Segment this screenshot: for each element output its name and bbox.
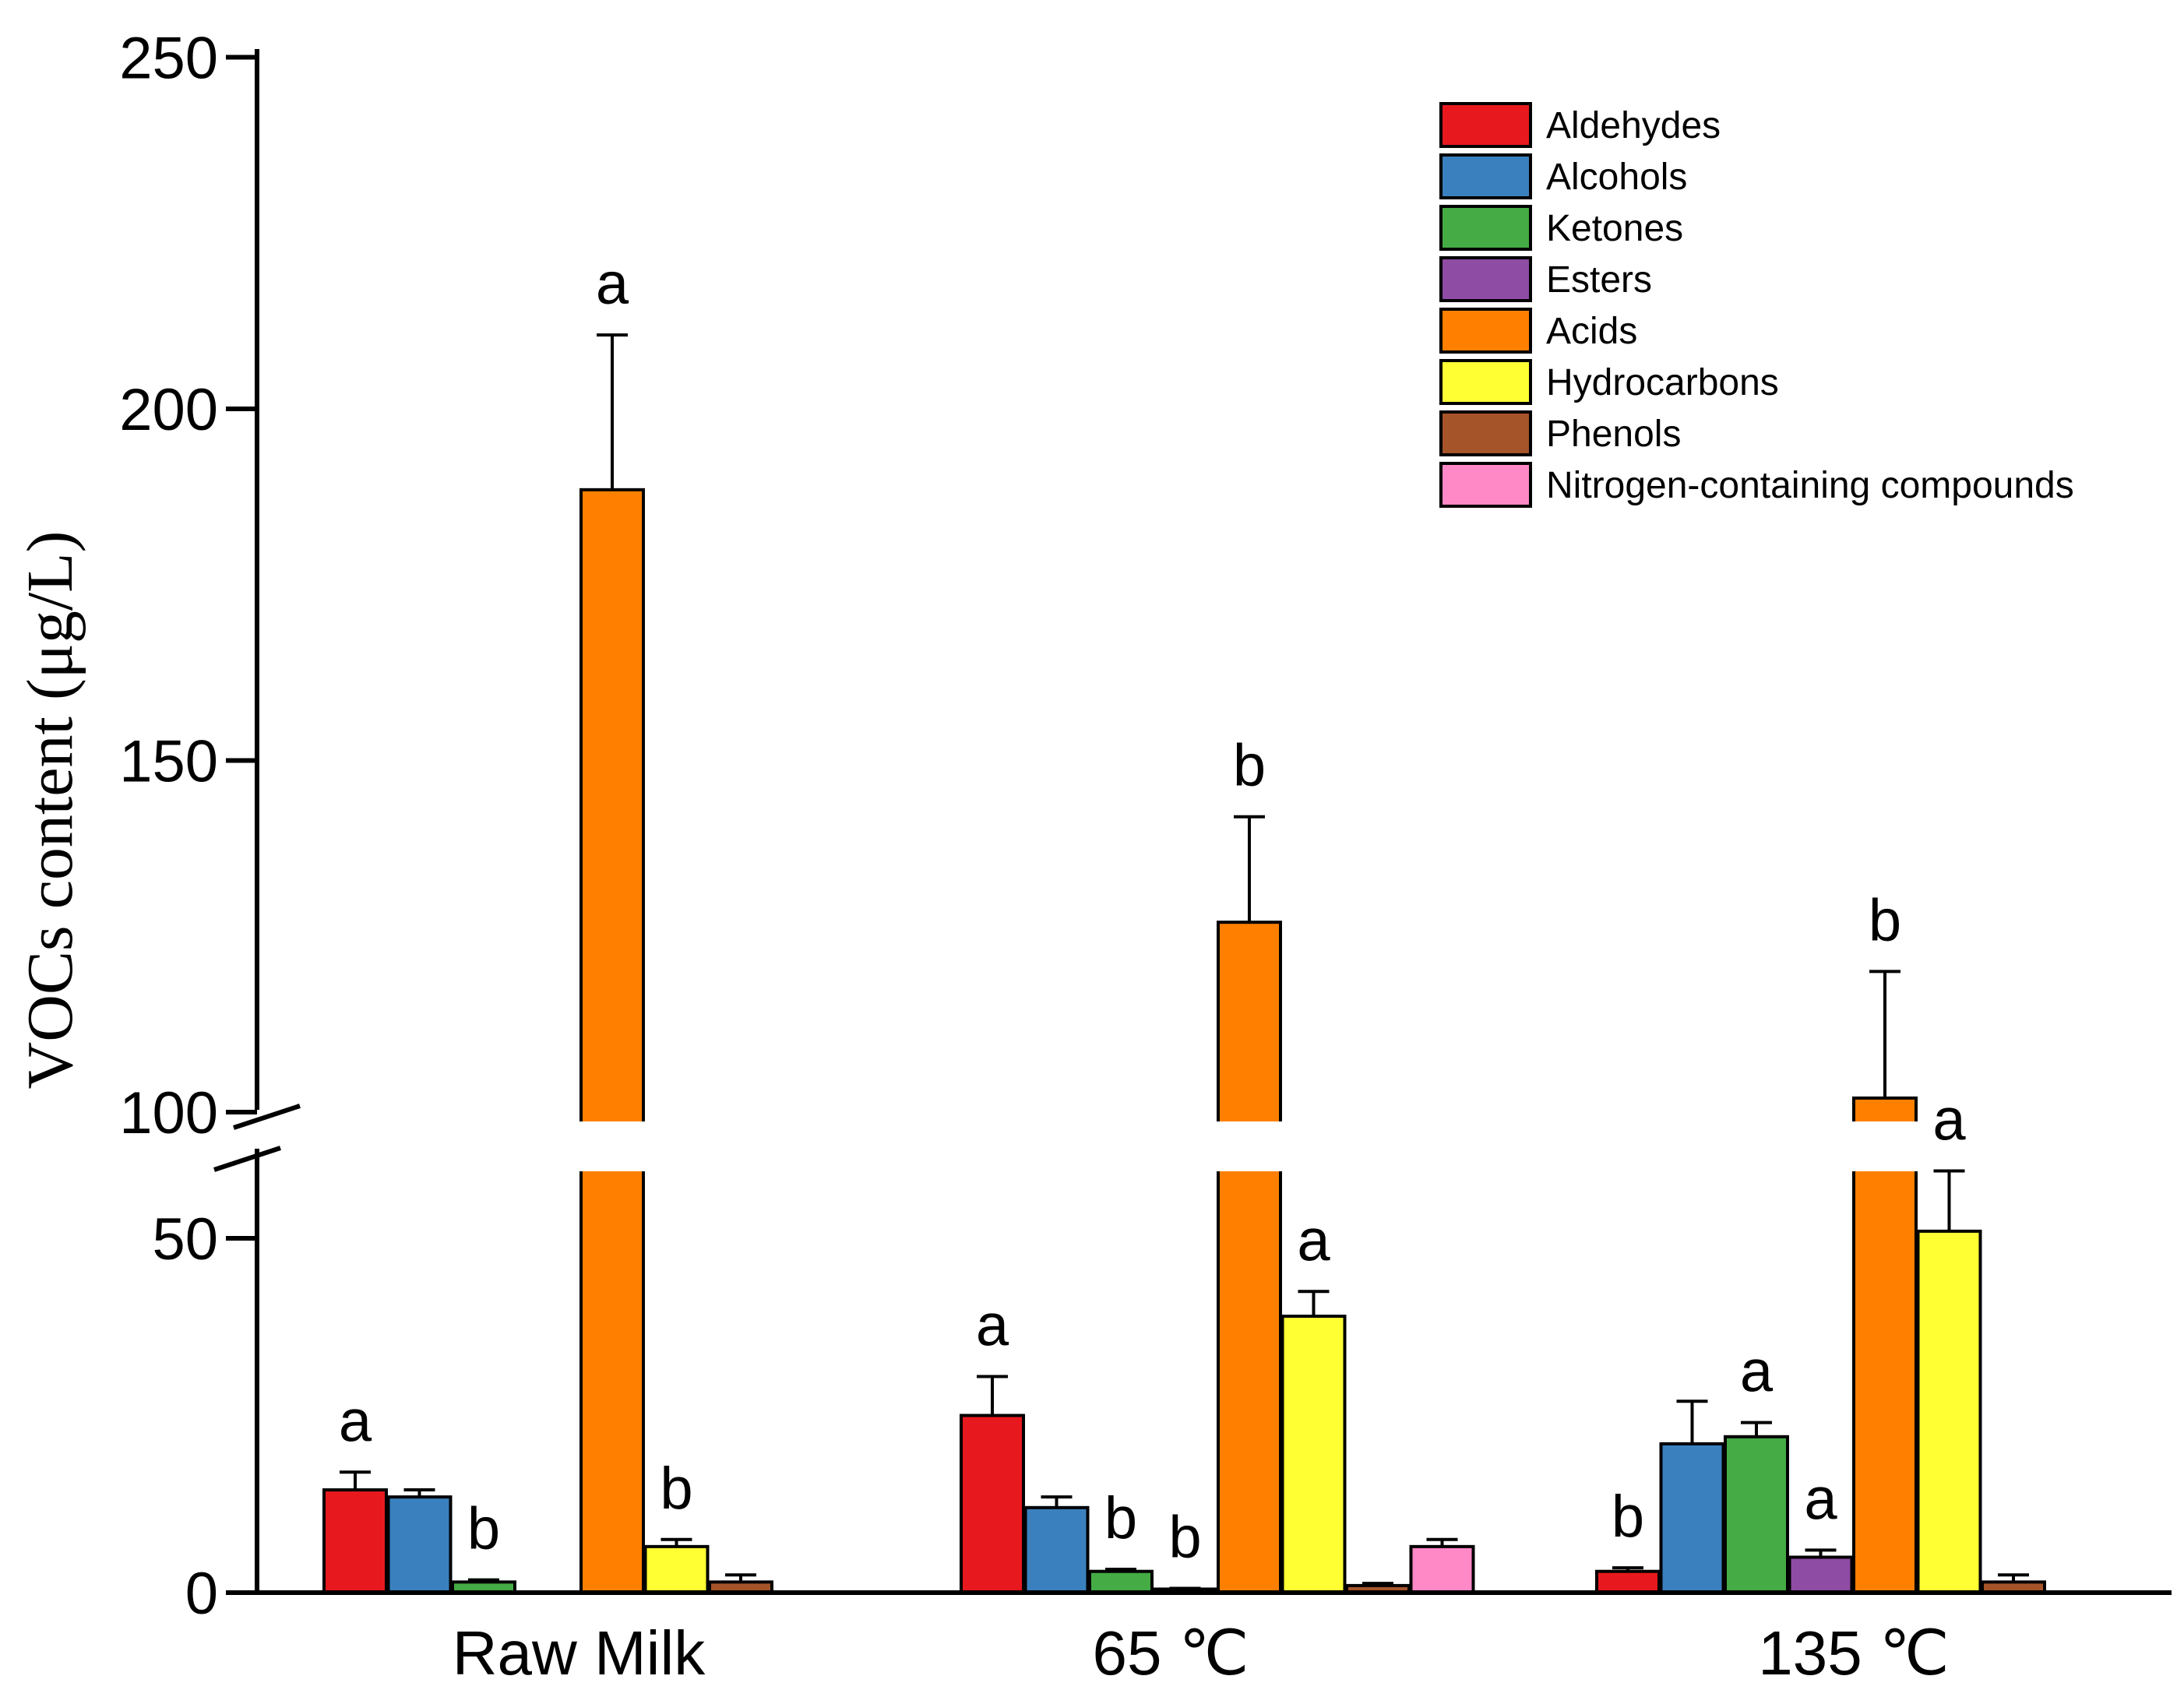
significance-label: a xyxy=(1740,1339,1774,1405)
axis-break-gap xyxy=(1851,1121,1918,1171)
legend-label: Ketones xyxy=(1546,208,1683,249)
significance-label: a xyxy=(1297,1207,1330,1273)
axis-break-gap xyxy=(579,1121,646,1171)
legend-label: Phenols xyxy=(1546,414,1681,455)
bar xyxy=(960,1414,1025,1594)
bar xyxy=(1409,1544,1475,1594)
legend: Aldehydes Alcohols Ketones Esters Acids Hydro… xyxy=(1439,102,2074,508)
bar xyxy=(1659,1442,1725,1595)
significance-label: b xyxy=(1104,1485,1137,1551)
significance-label: b xyxy=(1612,1484,1644,1550)
y-tick-label: 200 xyxy=(119,377,218,443)
bar xyxy=(1788,1555,1854,1594)
bar xyxy=(1852,1096,1918,1594)
bar xyxy=(643,1544,710,1594)
y-tick-label: 250 xyxy=(119,26,218,92)
bar xyxy=(579,488,645,1594)
x-category-label: 135 ℃ xyxy=(1758,1618,1950,1688)
legend-label: Hydrocarbons xyxy=(1546,362,1779,403)
y-tick-label: 150 xyxy=(119,729,218,795)
significance-label: a xyxy=(976,1292,1009,1358)
bar xyxy=(1217,921,1282,1594)
axis-break-gap xyxy=(1216,1121,1283,1171)
significance-label: a xyxy=(1804,1466,1837,1532)
x-category-label: 65 ℃ xyxy=(1092,1618,1249,1688)
axis-break-mark xyxy=(213,1146,281,1172)
y-axis-title: VOCs content (μg/L) xyxy=(14,531,86,1090)
legend-label: Nitrogen-containing compounds xyxy=(1546,465,2074,506)
significance-label: b xyxy=(1168,1505,1201,1571)
significance-label: b xyxy=(660,1456,692,1522)
bar xyxy=(1595,1569,1661,1594)
significance-label: a xyxy=(339,1388,372,1454)
bar xyxy=(386,1495,453,1595)
bar xyxy=(322,1488,388,1595)
legend-label: Aldehydes xyxy=(1546,105,1721,146)
bar xyxy=(1724,1435,1789,1595)
significance-label: b xyxy=(467,1496,500,1562)
legend-swatch xyxy=(1439,205,1532,251)
y-tick-label: 0 xyxy=(185,1561,218,1627)
legend-label: Alcohols xyxy=(1546,157,1687,198)
legend-swatch xyxy=(1439,153,1532,199)
legend-label: Acids xyxy=(1546,311,1637,352)
legend-swatch xyxy=(1439,359,1532,405)
significance-label: a xyxy=(596,251,629,317)
legend-swatch xyxy=(1439,102,1532,148)
significance-label: a xyxy=(1932,1087,1966,1153)
bar xyxy=(1023,1505,1090,1595)
y-tick-label: 100 xyxy=(119,1080,218,1146)
legend-swatch xyxy=(1439,308,1532,354)
legend-swatch xyxy=(1439,256,1532,302)
legend-swatch xyxy=(1439,410,1532,456)
significance-label: b xyxy=(1869,887,1901,953)
bar xyxy=(1088,1569,1154,1594)
y-tick-label: 50 xyxy=(152,1206,218,1273)
x-category-label: Raw Milk xyxy=(453,1618,706,1688)
axes-layer: 0 50 100 150 200 250 Raw Milk 65 ℃ 135 ℃ xyxy=(119,26,2172,1688)
axis-break-mark xyxy=(233,1104,301,1130)
legend-label: Esters xyxy=(1546,259,1652,301)
legend-swatch xyxy=(1439,462,1532,508)
bar xyxy=(1916,1229,1982,1595)
significance-label: b xyxy=(1233,733,1266,799)
bar xyxy=(1280,1315,1347,1594)
